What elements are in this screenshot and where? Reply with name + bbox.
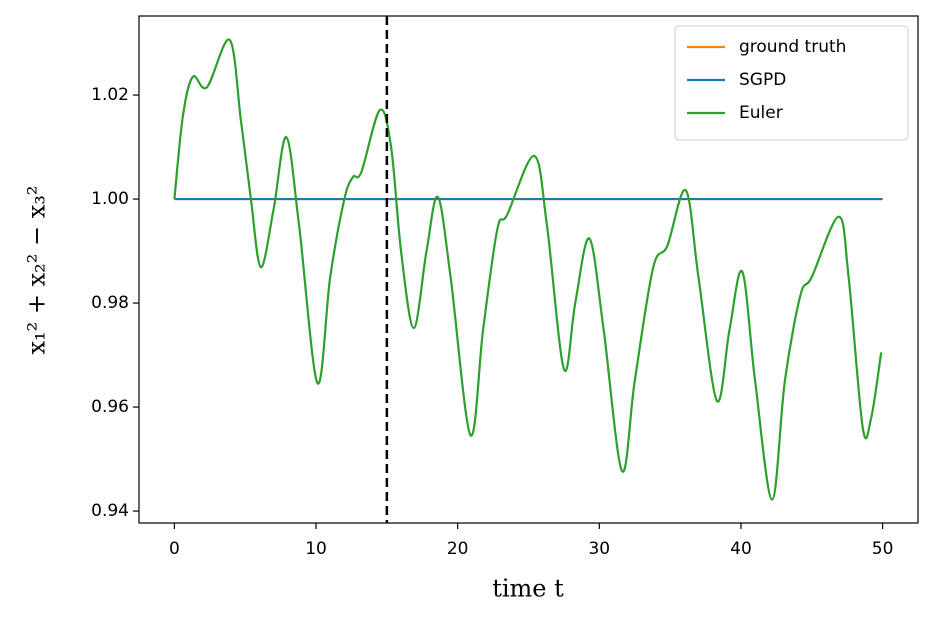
line-series xyxy=(173,38,883,501)
plot-frame xyxy=(138,15,919,524)
legend-box xyxy=(674,25,909,141)
y-axis-label: x₁² + x₂² − x₃² xyxy=(23,185,51,354)
x-tick-label: 40 xyxy=(730,539,752,559)
x-axis-label: time t xyxy=(492,575,564,603)
y-tick-label: 0.96 xyxy=(91,397,129,417)
y-tick-label: 0.94 xyxy=(91,501,129,521)
legend-label: Euler xyxy=(739,103,783,123)
y-tick-label: 0.98 xyxy=(91,293,129,313)
x-tick-label: 0 xyxy=(169,539,180,559)
legend-label: ground truth xyxy=(739,37,846,57)
x-tick-label: 50 xyxy=(872,539,894,559)
y-tick-label: 1.02 xyxy=(91,85,129,105)
x-tick-label: 30 xyxy=(588,539,610,559)
y-tick-label: 1.00 xyxy=(91,189,129,209)
x-tick-label: 20 xyxy=(447,539,469,559)
legend-label: SGPD xyxy=(739,70,786,90)
x-tick-label: 10 xyxy=(305,539,327,559)
